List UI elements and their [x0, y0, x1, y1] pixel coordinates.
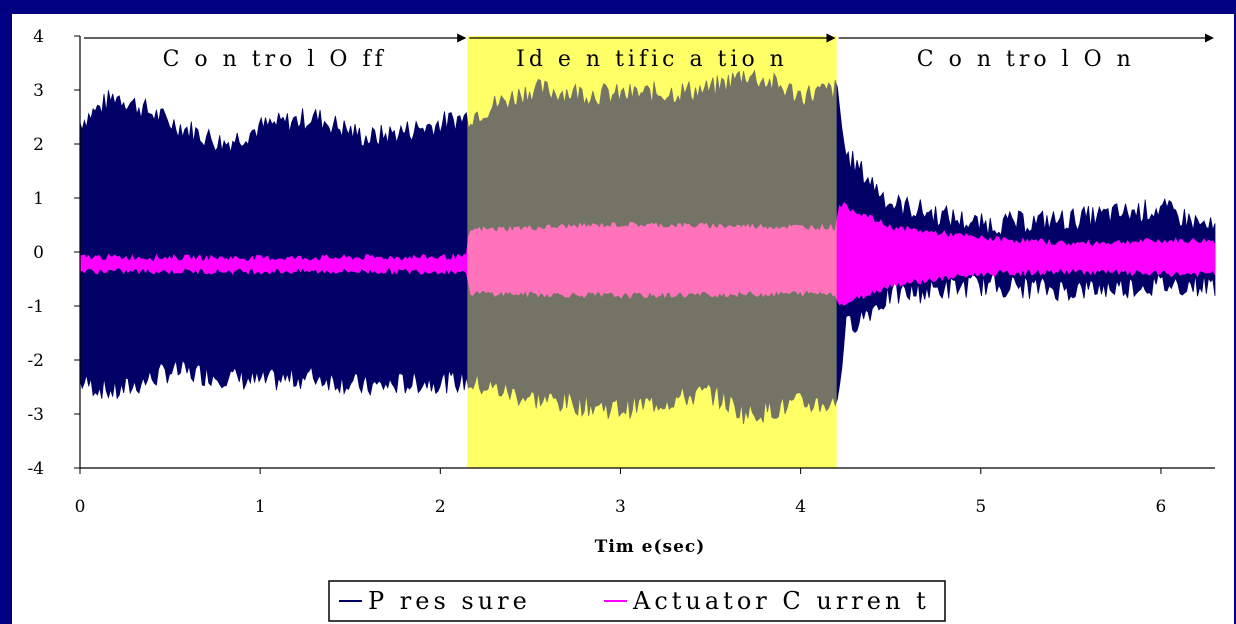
- phase-label: C o n tro l O ff: [163, 47, 387, 72]
- x-tick-label: 3: [615, 497, 626, 517]
- identification-overlay: [467, 36, 837, 468]
- x-tick-label: 6: [1156, 497, 1167, 517]
- series-layer: [79, 36, 1216, 468]
- x-tick-label: 1: [255, 497, 266, 517]
- y-tick-label: 3: [33, 81, 44, 101]
- x-axis-label: Tim e(sec): [595, 537, 706, 557]
- phase-label: C o n tro l O n: [917, 47, 1135, 72]
- legend-box: [328, 580, 946, 622]
- axes: 4 3 2 1 0 -1 -2 -3 -4 0 1 2 3 4 5 6: [27, 27, 1215, 517]
- series-actuator-current-band: [79, 202, 1216, 306]
- legend: P res sure Actuator C urren t: [328, 580, 946, 622]
- phase-label: Id e n tific a tio n: [516, 47, 788, 72]
- legend-pressure-label: P res sure: [368, 587, 531, 615]
- y-tick-label: 1: [33, 189, 44, 209]
- y-tick-label: -2: [27, 351, 44, 371]
- chart-svg: 4 3 2 1 0 -1 -2 -3 -4 0 1 2 3 4 5 6 C o n tro l O ff Id …: [27, 27, 1216, 622]
- chart-frame: 4 3 2 1 0 -1 -2 -3 -4 0 1 2 3 4 5 6 C o n tro l O ff Id …: [12, 14, 1234, 624]
- y-tick-label: 4: [33, 27, 44, 47]
- x-tick-label: 5: [975, 497, 986, 517]
- y-tick-label: -3: [27, 405, 44, 425]
- legend-actuator-label: Actuator C urren t: [632, 587, 930, 615]
- x-tick-label: 2: [435, 497, 446, 517]
- phase-annotations: C o n tro l O ff Id e n tific a tio n C o …: [84, 33, 1214, 72]
- y-tick-label: 2: [33, 135, 44, 155]
- x-tick-label: 0: [75, 497, 86, 517]
- y-tick-label: -4: [27, 459, 44, 479]
- x-tick-label: 4: [795, 497, 806, 517]
- y-tick-label: 0: [33, 243, 44, 263]
- y-tick-label: -1: [27, 297, 44, 317]
